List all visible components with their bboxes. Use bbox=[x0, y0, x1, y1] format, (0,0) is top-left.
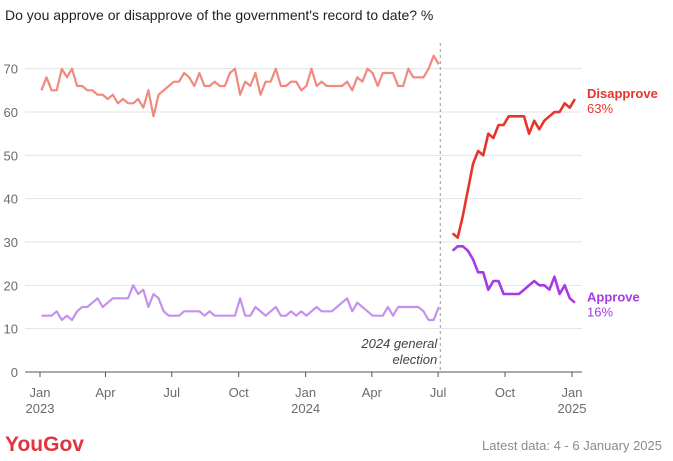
disapprove-line-pre-election bbox=[40, 54, 440, 118]
grid-layer: 0 10 20 30 40 50 60 70 bbox=[4, 62, 582, 380]
x-tick-label: Oct bbox=[229, 385, 250, 400]
chart-title: Do you approve or disapprove of the gove… bbox=[5, 7, 433, 23]
x-tick-label: Jan bbox=[30, 385, 51, 400]
x-tick-label: Jul bbox=[430, 385, 447, 400]
x-tick-year-label: 2025 bbox=[558, 401, 587, 416]
election-label: 2024 general bbox=[360, 336, 438, 351]
approve-line-pre-election bbox=[41, 284, 440, 322]
x-tick-label: Apr bbox=[95, 385, 116, 400]
y-tick-label: 0 bbox=[11, 365, 18, 380]
series-layer bbox=[40, 54, 577, 322]
approve-line-post-election bbox=[451, 245, 576, 304]
disapprove-line-post-election bbox=[451, 98, 577, 239]
x-tick-label: Jan bbox=[562, 385, 583, 400]
approve-end-label: Approve bbox=[587, 290, 640, 305]
latest-data-note: Latest data: 4 - 6 January 2025 bbox=[482, 438, 662, 453]
disapprove-end-value: 63% bbox=[587, 101, 613, 116]
x-tick-year-label: 2024 bbox=[291, 401, 320, 416]
yougov-logo: YouGov bbox=[5, 433, 84, 456]
x-tick-label: Jan bbox=[295, 385, 316, 400]
y-tick-label: 20 bbox=[4, 278, 18, 293]
y-tick-label: 40 bbox=[4, 192, 18, 207]
approve-end-value: 16% bbox=[587, 305, 613, 320]
x-tick-label: Oct bbox=[495, 385, 516, 400]
y-tick-label: 50 bbox=[4, 148, 18, 163]
x-tick-label: Apr bbox=[362, 385, 383, 400]
x-tick-year-label: 2023 bbox=[26, 401, 55, 416]
election-label: election bbox=[392, 352, 437, 367]
disapprove-end-label: Disapprove bbox=[587, 86, 658, 101]
y-tick-label: 60 bbox=[4, 105, 18, 120]
y-tick-label: 70 bbox=[4, 62, 18, 77]
y-tick-label: 30 bbox=[4, 235, 18, 250]
y-tick-label: 10 bbox=[4, 322, 18, 337]
x-tick-label: Jul bbox=[163, 385, 180, 400]
